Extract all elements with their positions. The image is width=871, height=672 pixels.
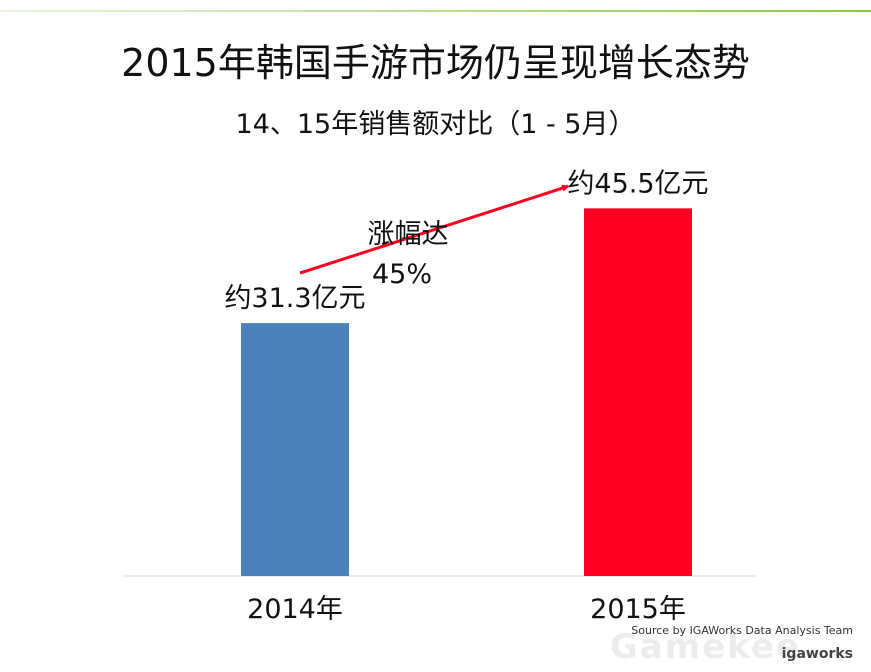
x-tick-label-1: 2015年 xyxy=(590,594,686,625)
brand-logo: igaworks xyxy=(781,646,853,662)
source-note: Source by IGAWorks Data Analysis Team xyxy=(631,624,853,637)
data-label-0: 约31.3亿元 xyxy=(224,283,365,314)
bar-0 xyxy=(241,323,349,576)
chart-title: 2015年韩国手游市场仍呈现增长态势 xyxy=(121,41,750,85)
growth-arrow xyxy=(299,184,570,275)
x-tick-label-0: 2014年 xyxy=(247,594,343,625)
annotation-line-1: 涨幅达 xyxy=(368,219,449,250)
annotation-line-2: 45% xyxy=(372,259,432,290)
bar-1 xyxy=(584,208,692,577)
top-accent-line xyxy=(0,10,871,12)
watermark: Gamekee xyxy=(609,627,801,667)
data-label-1: 约45.5亿元 xyxy=(567,168,708,199)
chart-subtitle: 14、15年销售额对比（1 - 5月） xyxy=(235,109,636,140)
